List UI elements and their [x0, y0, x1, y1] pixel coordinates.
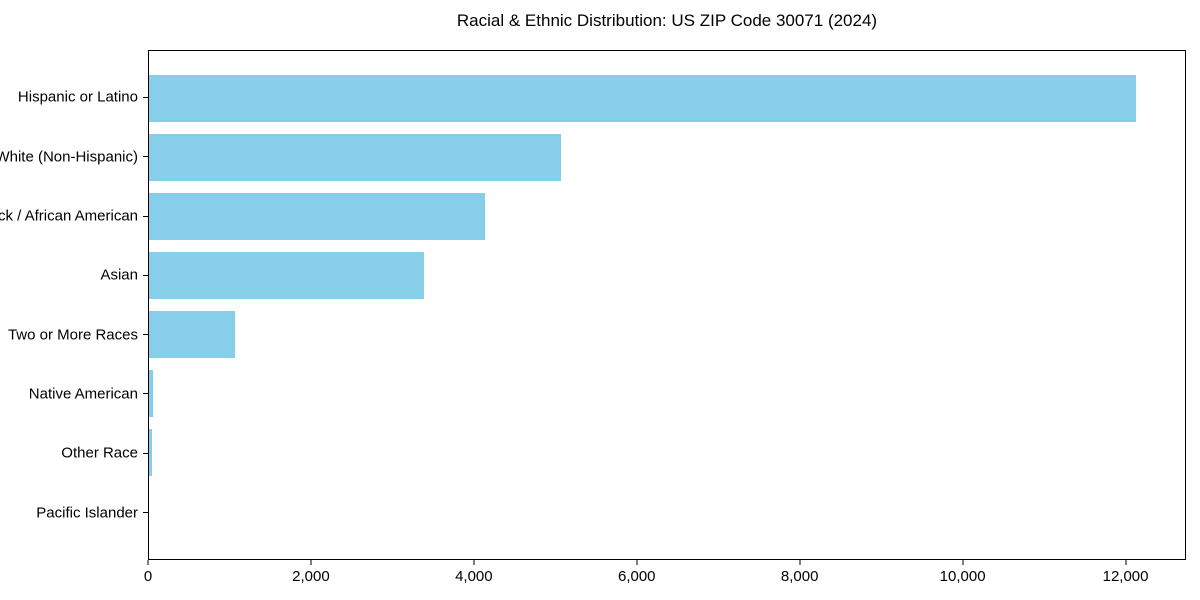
y-tick-label: Other Race: [61, 444, 138, 462]
bar: [149, 251, 424, 300]
y-tick-mark: [143, 215, 148, 217]
y-axis: Hispanic or Latino White (Non-Hispanic) Bl…: [0, 50, 148, 560]
y-tick-mark: [143, 393, 148, 395]
y-tick-label: Native American: [28, 385, 138, 403]
x-tick-mark: [636, 560, 638, 565]
y-tick-label: Pacific Islander: [36, 504, 138, 522]
chart-title: Racial & Ethnic Distribution: US ZIP Cod…: [456, 11, 878, 30]
x-tick-mark: [473, 560, 475, 565]
x-tick-mark: [962, 560, 964, 565]
bar: [149, 192, 485, 241]
plot-area: [148, 50, 1186, 560]
y-tick-label: Hispanic or Latino: [17, 88, 138, 106]
x-tick-mark: [799, 560, 801, 565]
y-tick-label: Two or More Races: [7, 326, 138, 344]
y-tick-mark: [143, 452, 148, 454]
bar: [149, 74, 1136, 122]
y-tick-label: White (Non-Hispanic): [0, 148, 138, 166]
x-tick-label: 4,000: [455, 568, 493, 585]
bar: [149, 133, 561, 181]
x-tick-mark: [1125, 560, 1127, 565]
x-tick-label: 10,000: [939, 568, 986, 585]
y-tick-mark: [143, 96, 148, 98]
x-tick-label: 0: [143, 568, 153, 585]
y-tick-mark: [143, 512, 148, 514]
bar: [149, 429, 153, 477]
x-tick-label: 8,000: [780, 568, 819, 585]
y-tick-mark: [143, 334, 148, 336]
y-tick-label: Black / African American: [0, 207, 138, 225]
x-axis: 0 2,000 4,000 6,000 8,000 10,000 12,000: [144, 560, 1186, 598]
x-tick-label: 2,000: [292, 568, 330, 585]
bar: [149, 369, 154, 418]
y-tick-mark: [143, 274, 148, 276]
x-tick-label: 6,000: [617, 568, 656, 585]
y-tick-label: Asian: [100, 266, 138, 284]
y-tick-mark: [143, 156, 148, 158]
x-tick-mark: [310, 560, 312, 565]
x-tick-label: 12,000: [1102, 568, 1149, 585]
x-tick-mark: [147, 560, 149, 565]
bar: [149, 310, 236, 359]
